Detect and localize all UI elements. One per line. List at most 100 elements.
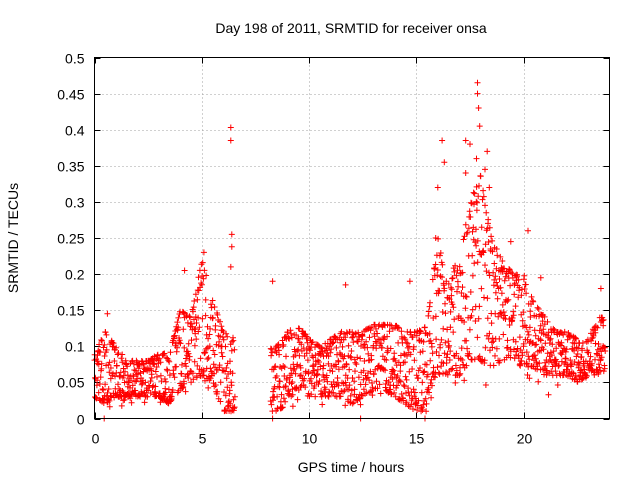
data-point bbox=[287, 327, 294, 334]
plot-frame bbox=[94, 57, 610, 419]
data-point bbox=[460, 236, 467, 243]
data-point bbox=[460, 361, 467, 368]
data-point bbox=[329, 368, 336, 375]
data-point bbox=[152, 389, 159, 396]
data-point bbox=[578, 353, 585, 360]
data-point bbox=[600, 322, 607, 329]
data-point bbox=[346, 382, 353, 389]
data-point bbox=[222, 392, 229, 399]
data-point bbox=[212, 382, 219, 388]
data-point bbox=[598, 354, 605, 361]
data-point bbox=[335, 366, 342, 373]
data-point bbox=[436, 352, 442, 359]
data-point bbox=[463, 337, 470, 344]
data-point bbox=[367, 368, 374, 375]
data-point bbox=[174, 344, 181, 351]
data-point bbox=[175, 314, 182, 321]
data-point bbox=[178, 370, 185, 377]
data-point bbox=[282, 383, 289, 390]
data-point bbox=[203, 272, 210, 279]
data-point bbox=[180, 309, 187, 316]
data-point bbox=[479, 248, 486, 255]
data-point bbox=[449, 301, 456, 308]
data-point bbox=[459, 269, 466, 276]
data-point bbox=[414, 402, 421, 409]
x-tick-label: 20 bbox=[517, 431, 533, 447]
data-point bbox=[206, 331, 213, 338]
data-point bbox=[347, 353, 354, 360]
data-point bbox=[419, 379, 426, 386]
data-point bbox=[574, 351, 581, 357]
data-point bbox=[308, 339, 315, 346]
data-point bbox=[441, 285, 448, 292]
data-point bbox=[315, 342, 322, 349]
data-point bbox=[448, 366, 455, 373]
data-point bbox=[195, 314, 202, 321]
y-tick-label: 0.15 bbox=[57, 303, 84, 319]
data-point bbox=[136, 392, 142, 399]
data-point bbox=[279, 337, 286, 344]
data-point bbox=[328, 346, 335, 353]
data-point bbox=[398, 328, 405, 335]
data-point bbox=[462, 137, 469, 144]
data-point bbox=[585, 349, 592, 356]
data-point bbox=[392, 357, 399, 364]
data-point bbox=[290, 367, 297, 373]
data-point bbox=[454, 267, 461, 274]
data-point bbox=[195, 274, 202, 281]
data-point bbox=[513, 348, 520, 355]
data-point bbox=[231, 404, 238, 411]
data-point bbox=[550, 325, 557, 332]
data-point bbox=[364, 344, 371, 351]
data-point bbox=[368, 356, 375, 363]
data-point bbox=[457, 370, 464, 377]
data-point bbox=[472, 239, 479, 246]
data-point bbox=[118, 355, 125, 362]
data-point bbox=[447, 324, 454, 331]
data-point bbox=[423, 408, 430, 415]
data-point bbox=[129, 382, 136, 389]
data-point bbox=[494, 252, 501, 259]
data-point bbox=[489, 344, 496, 351]
data-point bbox=[209, 297, 216, 304]
data-point bbox=[402, 373, 409, 380]
data-point bbox=[269, 278, 276, 285]
data-point bbox=[458, 345, 465, 352]
data-point bbox=[467, 141, 473, 148]
data-point bbox=[165, 386, 172, 393]
data-point bbox=[394, 324, 401, 331]
data-point bbox=[284, 375, 290, 382]
data-point bbox=[202, 296, 209, 303]
data-point bbox=[549, 363, 556, 370]
data-point bbox=[433, 348, 440, 355]
data-point bbox=[478, 224, 485, 231]
data-point bbox=[373, 325, 379, 332]
data-point bbox=[214, 388, 221, 395]
data-point bbox=[428, 394, 435, 401]
data-point bbox=[506, 322, 513, 328]
data-point bbox=[541, 313, 548, 320]
data-point bbox=[480, 249, 487, 256]
data-point bbox=[467, 214, 474, 220]
data-point bbox=[441, 159, 448, 166]
data-point bbox=[422, 395, 429, 402]
data-point bbox=[478, 285, 485, 292]
data-point bbox=[128, 399, 135, 406]
data-point bbox=[469, 306, 476, 313]
data-point bbox=[147, 378, 154, 385]
data-point bbox=[448, 292, 455, 299]
data-point bbox=[552, 368, 559, 375]
y-tick-label: 0.3 bbox=[65, 195, 85, 211]
data-point bbox=[227, 358, 233, 365]
data-point bbox=[184, 319, 191, 326]
data-point bbox=[355, 338, 361, 345]
data-point bbox=[485, 216, 492, 223]
data-point bbox=[121, 396, 128, 403]
data-points bbox=[91, 79, 609, 422]
data-point bbox=[171, 374, 178, 381]
data-point bbox=[376, 381, 383, 388]
data-point bbox=[357, 401, 364, 408]
data-point bbox=[231, 346, 238, 353]
data-point bbox=[386, 328, 393, 335]
data-point bbox=[113, 362, 120, 369]
